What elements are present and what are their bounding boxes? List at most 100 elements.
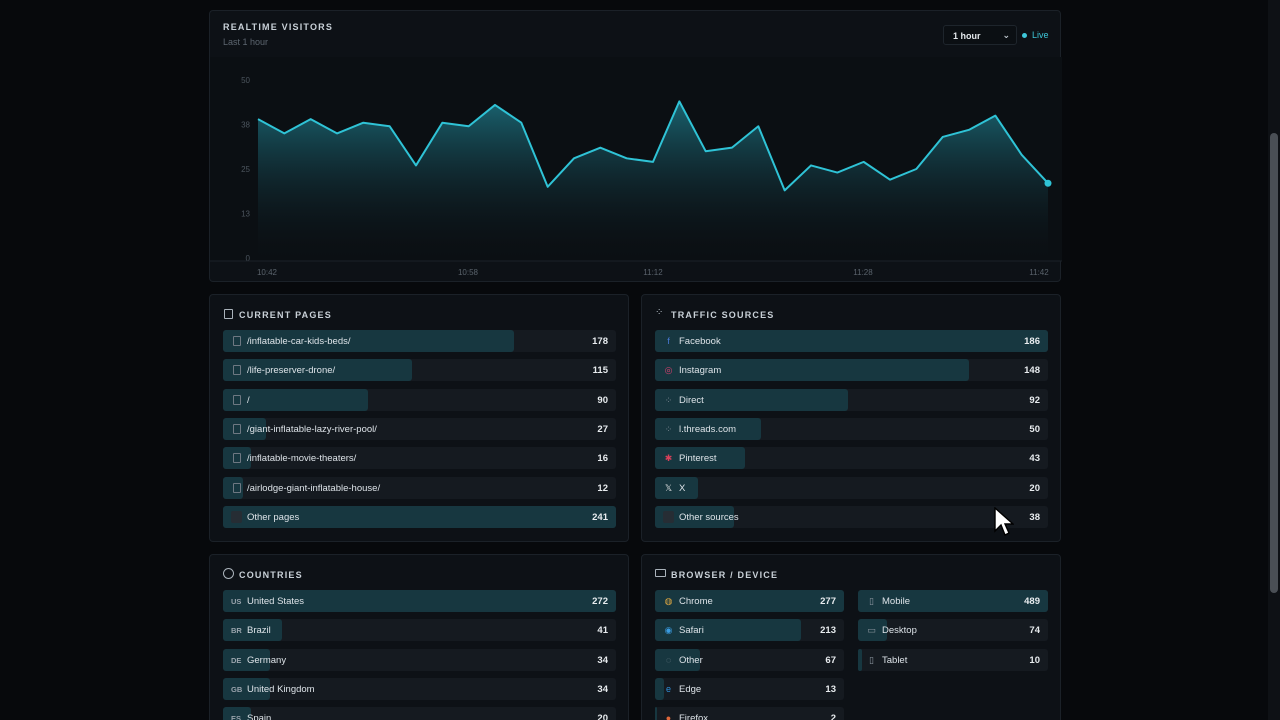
row-bar-fill	[858, 590, 1048, 612]
country-code: BR	[231, 626, 242, 636]
page-row[interactable]: /inflatable-movie-theaters/16	[223, 447, 616, 470]
realtime-visitors-card: REALTIME VISITORS Last 1 hour 1 hour ⌄ L…	[209, 10, 1062, 282]
page-icon	[231, 510, 242, 523]
row-bar-fill	[655, 476, 699, 499]
country-row[interactable]: GB United Kingdom 34	[223, 677, 616, 700]
country-row[interactable]: DE Germany 34	[223, 648, 616, 671]
row-value: 10	[1029, 654, 1040, 666]
row-bar-fill	[655, 505, 734, 528]
x-tick-label: 11:28	[853, 268, 873, 277]
country-row[interactable]: ES Spain 20	[223, 707, 616, 720]
row-label: Chrome	[679, 596, 713, 607]
browser-device-title: BROWSER / DEVICE	[671, 570, 779, 580]
x-tick-label: 11:42	[1029, 268, 1049, 277]
row-value: 178	[592, 336, 608, 347]
row-label: Other pages	[247, 511, 300, 523]
row-value: 27	[597, 423, 608, 435]
row-bar-fill	[655, 707, 657, 720]
device-icon	[655, 569, 666, 577]
row-label: Instagram	[679, 365, 722, 377]
pinterest-icon: ✱	[664, 453, 673, 464]
row-label: /inflatable-car-kids-beds/	[247, 336, 351, 347]
row-bar-fill	[223, 476, 243, 499]
source-row[interactable]: ◎ Instagram 148	[655, 359, 1048, 382]
direct-icon: ⁘	[664, 394, 673, 405]
row-value: 74	[1029, 625, 1040, 637]
globe-icon: ◌	[665, 654, 672, 665]
row-label: /giant-inflatable-lazy-river-pool/	[247, 423, 377, 435]
row-label: Spain	[247, 713, 272, 720]
row-label: Safari	[679, 625, 704, 637]
realtime-subtitle: Last 1 hour	[223, 37, 269, 47]
row-bar-fill	[655, 590, 844, 612]
other-icon	[663, 510, 674, 523]
row-label: l.threads.com	[679, 423, 737, 435]
facebook-icon: f	[667, 336, 670, 346]
row-label: Facebook	[679, 336, 721, 347]
page-row[interactable]: /inflatable-car-kids-beds/178	[223, 330, 616, 352]
x-tick-label: 10:58	[458, 268, 479, 277]
row-label: X	[679, 482, 686, 494]
row-value: 34	[597, 654, 608, 666]
country-row[interactable]: BR Brazil 41	[223, 619, 616, 642]
row-bar-fill	[223, 590, 616, 612]
chevron-down-icon: ⌄	[1002, 30, 1010, 40]
browser-row[interactable]: ● Firefox 2	[655, 707, 844, 720]
safari-icon: ◉	[664, 625, 673, 636]
browser-row[interactable]: ◌ Other 67	[655, 648, 844, 671]
source-row[interactable]: ⁘ l.threads.com 50	[655, 417, 1048, 440]
page-row[interactable]: /life-preserver-drone/115	[223, 359, 616, 382]
source-row[interactable]: ⁘ Direct 92	[655, 388, 1048, 411]
row-value: 41	[597, 625, 608, 637]
row-bar-fill	[655, 677, 665, 700]
row-label: Brazil	[247, 625, 271, 637]
row-label: Firefox	[679, 713, 709, 720]
device-row[interactable]: ▯ Mobile 489	[858, 590, 1048, 612]
row-value: 186	[1024, 336, 1040, 347]
row-value: 38	[1029, 511, 1040, 523]
row-label: Tablet	[882, 654, 908, 666]
browser-row[interactable]: ◉ Safari 213	[655, 619, 844, 642]
row-value: 34	[597, 683, 608, 695]
browser-row[interactable]: ◍ Chrome 277	[655, 590, 844, 612]
row-bar-fill	[223, 330, 514, 352]
countries-card: COUNTRIES US United States 272 BR Brazil 41 DE…	[209, 554, 629, 720]
page-row[interactable]: / 90	[223, 388, 616, 411]
country-code: DE	[231, 655, 242, 665]
range-select[interactable]: 1 hour ⌄	[943, 25, 1017, 45]
page-row[interactable]: Other pages 241	[223, 505, 616, 528]
browser-row[interactable]: e Edge 13	[655, 677, 844, 700]
row-label: Desktop	[882, 625, 917, 637]
source-row[interactable]: f Facebook 186	[655, 330, 1048, 352]
page-row[interactable]: /airlodge-giant-inflatable-house/12	[223, 476, 616, 499]
row-label: United Kingdom	[247, 683, 315, 695]
desktop-icon: ▭	[867, 625, 876, 636]
row-bar-fill	[223, 619, 282, 642]
source-row[interactable]: 𝕏 X 20	[655, 476, 1048, 499]
row-bar-fill	[223, 388, 369, 411]
traffic-icon: ⁘	[655, 307, 664, 318]
country-code: ES	[231, 714, 242, 720]
row-label: Other sources	[679, 511, 739, 523]
row-value: 13	[825, 683, 836, 695]
device-row[interactable]: ▯ Tablet 10	[858, 648, 1048, 671]
row-label: Mobile	[882, 596, 910, 607]
realtime-chart: 50 38 25 13 0 10:42 10:58 11:12 11:28 11:42	[210, 57, 1062, 277]
latest-point[interactable]	[1044, 179, 1052, 187]
row-value: 50	[1029, 423, 1040, 435]
scrollbar-thumb[interactable]	[1270, 133, 1278, 593]
y-tick-label: 25	[241, 165, 250, 174]
device-row[interactable]: ▭ Desktop 74	[858, 619, 1048, 642]
source-row[interactable]: Other sources 38	[655, 505, 1048, 528]
row-label: Other	[679, 654, 703, 666]
country-row[interactable]: US United States 272	[223, 590, 616, 612]
row-bar-fill	[655, 648, 701, 671]
page-row[interactable]: /giant-inflatable-lazy-river-pool/27	[223, 417, 616, 440]
row-bar-fill	[223, 648, 271, 671]
row-bar-fill	[223, 707, 251, 720]
row-bar-fill	[655, 330, 1048, 352]
source-row[interactable]: ✱ Pinterest 43	[655, 447, 1048, 470]
current-pages-card: CURRENT PAGES /inflatable-car-kids-beds/…	[209, 294, 629, 542]
firefox-icon: ●	[665, 713, 672, 720]
mouse-cursor-icon	[994, 507, 1014, 536]
